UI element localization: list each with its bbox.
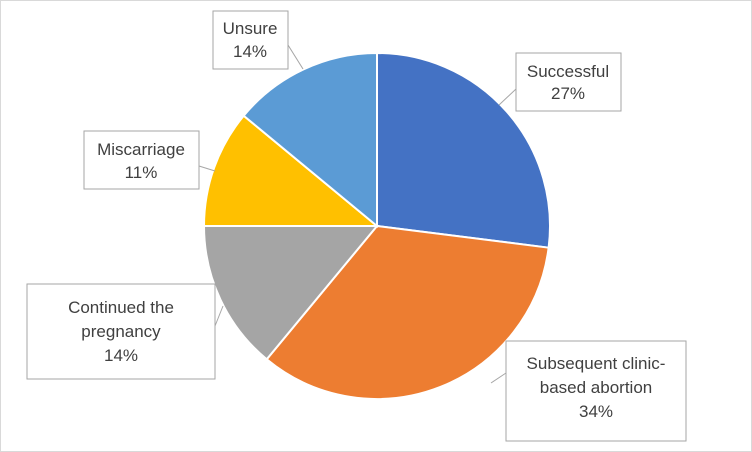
- label-text-subsequent-clinic-based-abortion: 34%: [579, 402, 613, 421]
- label-text-successful: 27%: [551, 84, 585, 103]
- data-label-continued-the-pregnancy: Continued the pregnancy 14%: [26, 283, 224, 380]
- pie-slice-miscarriage: [202, 114, 380, 227]
- label-box-successful: [515, 52, 622, 112]
- label-box-subsequent-clinic-based-abortion: [505, 340, 687, 442]
- label-text-miscarriage: 11%: [125, 163, 158, 182]
- pie-slice-subsequent-clinic-based-abortion: [265, 224, 550, 400]
- data-label-unsure: Unsure 14%: [212, 10, 304, 70]
- pie-slice-continued-the-pregnancy: [202, 225, 380, 361]
- leader-line-miscarriage: [198, 165, 216, 172]
- label-text-subsequent-clinic-based-abortion: Subsequent clinic-: [527, 354, 666, 373]
- label-text-subsequent-clinic-based-abortion: based abortion: [540, 378, 652, 397]
- label-box-miscarriage: [83, 130, 200, 190]
- label-text-successful: Successful: [527, 62, 609, 81]
- data-label-miscarriage: Miscarriage 11%: [83, 130, 216, 190]
- label-text-unsure: Unsure: [223, 19, 278, 38]
- pie-slice-unsure: [242, 51, 378, 229]
- label-text-miscarriage: Miscarriage: [97, 140, 185, 159]
- label-text-continued-the-pregnancy: Continued the: [68, 298, 174, 317]
- leader-line-unsure: [287, 44, 304, 70]
- leader-line-successful: [498, 88, 517, 106]
- label-text-continued-the-pregnancy: pregnancy: [81, 322, 161, 341]
- label-box-unsure: [212, 10, 289, 70]
- leader-line-continued-the-pregnancy: [214, 305, 224, 327]
- label-box-continued-the-pregnancy: [26, 283, 216, 380]
- pie-slices: [202, 51, 551, 400]
- data-labels: Successful 27% Subsequent clinic-based abo…: [26, 10, 687, 442]
- data-label-subsequent-clinic-based-abortion: Subsequent clinic-based abortion 34%: [490, 340, 687, 442]
- label-text-unsure: 14%: [233, 42, 267, 61]
- label-text-continued-the-pregnancy: 14%: [104, 346, 138, 365]
- leader-line-subsequent-clinic-based-abortion: [490, 372, 507, 384]
- pie-slice-successful: [376, 51, 551, 249]
- data-label-successful: Successful 27%: [498, 52, 622, 112]
